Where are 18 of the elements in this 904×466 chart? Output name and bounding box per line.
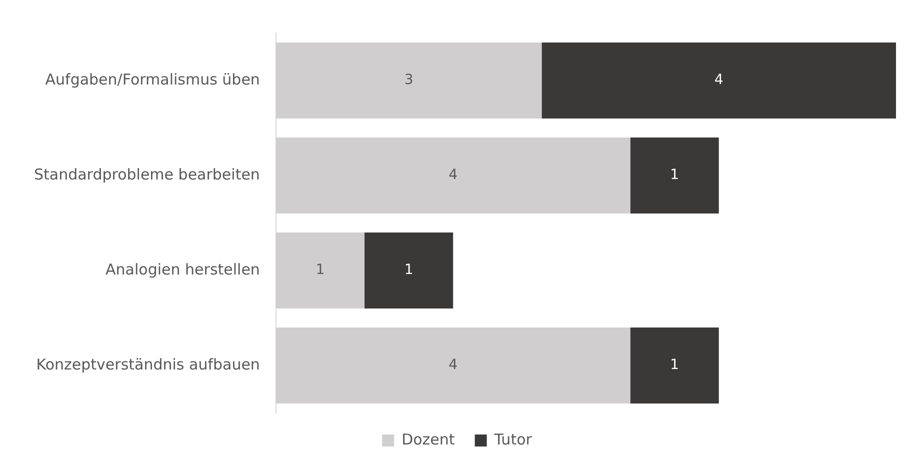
bar	[630, 138, 719, 214]
legend-label: Dozent	[402, 430, 455, 448]
bar	[542, 42, 896, 118]
bar	[630, 328, 719, 404]
legend-label: Tutor	[493, 430, 533, 448]
data-label: 1	[670, 357, 680, 374]
y-tick-label: Analogien herstellen	[106, 260, 260, 278]
data-label: 4	[448, 167, 458, 184]
y-tick-label: Standardprobleme bearbeiten	[34, 165, 260, 184]
y-tick-label: Konzeptverständnis aufbauen	[36, 355, 260, 374]
data-label: 3	[404, 72, 414, 88]
y-tick-label: Aufgaben/Formalismus üben	[45, 70, 260, 88]
data-label: 1	[670, 167, 680, 184]
data-label: 1	[316, 262, 325, 278]
data-label: 4	[448, 357, 458, 374]
data-label: 4	[714, 72, 724, 88]
data-label: 1	[404, 262, 414, 278]
bar	[364, 232, 454, 308]
